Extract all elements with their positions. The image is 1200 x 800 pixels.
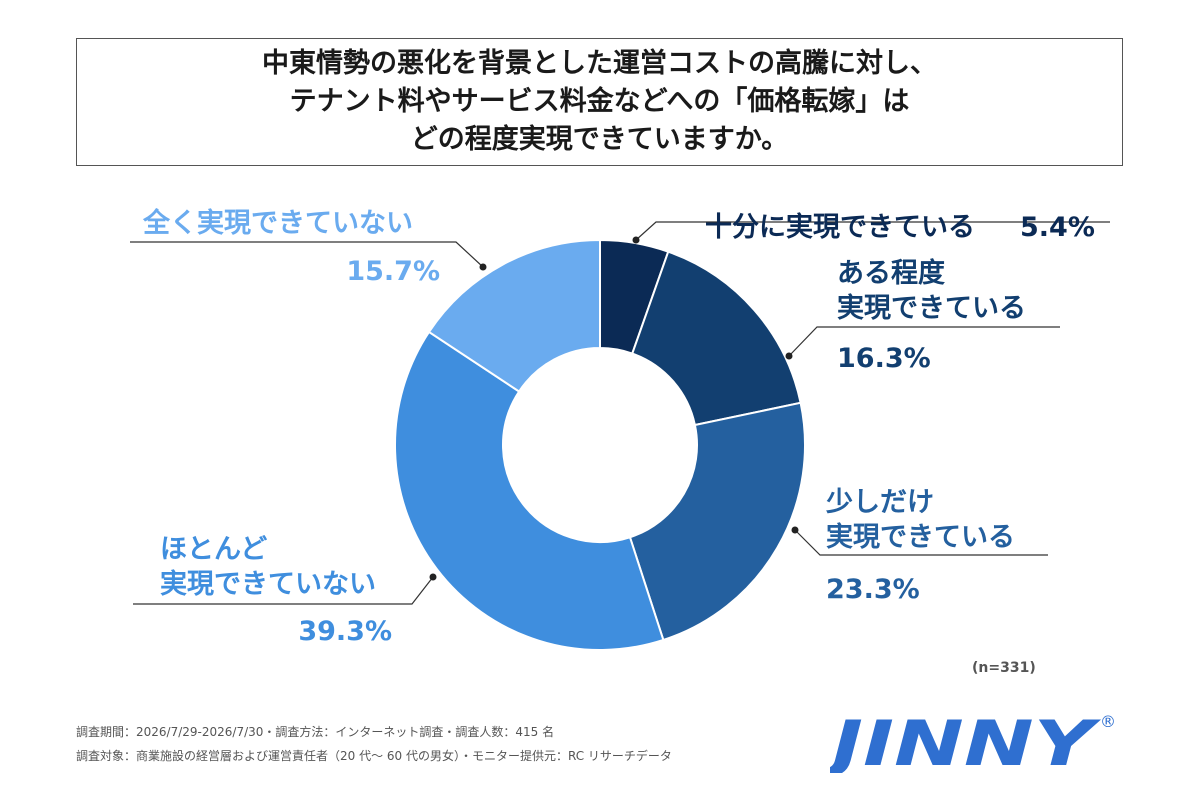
leader-line xyxy=(133,576,434,605)
title-line-1: 中東情勢の悪化を背景とした運営コストの高騰に対し、 xyxy=(262,48,937,79)
donut-slice xyxy=(427,238,601,393)
donut-slice xyxy=(628,401,806,642)
footer-survey-target: 調査対象：商業施設の経営層および運営責任者（20 代〜 60 代の男女）・モニタ… xyxy=(76,749,672,763)
slice-value-label: 23.3% xyxy=(826,574,920,605)
donut-slice xyxy=(394,330,665,651)
leader-dot xyxy=(785,352,793,360)
leader-line xyxy=(788,326,1060,357)
donut-slice xyxy=(631,250,802,427)
leader-line xyxy=(794,529,1048,556)
registered-mark: ® xyxy=(1100,712,1116,731)
slice-value-label: 5.4% xyxy=(1020,212,1095,243)
slice-value-label: 15.7% xyxy=(346,256,440,287)
sample-size-note: (n=331) xyxy=(972,660,1036,676)
footer-survey-period: 調査期間：2026/7/29-2026/7/30・調査方法：インターネット調査・… xyxy=(76,725,555,739)
jinny-logo: JINNY ® xyxy=(830,707,1116,773)
title-line-2: テナント料やサービス料金などへの「価格転嫁」は xyxy=(289,86,910,117)
leader-dot xyxy=(479,263,487,271)
slice-value-label: 39.3% xyxy=(298,616,392,647)
slice-label: 実現できていない xyxy=(160,568,376,600)
leader-line xyxy=(635,221,1110,241)
slice-label: 実現できている xyxy=(826,521,1015,553)
logo-wordmark: JINNY xyxy=(830,707,1102,773)
slice-label: 実現できている xyxy=(837,292,1026,324)
leader-line xyxy=(130,241,484,268)
chart-title: 中東情勢の悪化を背景とした運営コストの高騰に対し、 テナント料やサービス料金など… xyxy=(76,38,1123,166)
leader-dot xyxy=(632,236,640,244)
title-line-3: どの程度実現できていますか。 xyxy=(410,124,789,155)
slice-value-label: 16.3% xyxy=(837,343,931,374)
slice-label: 全く実現できていない xyxy=(142,207,413,239)
leader-dot xyxy=(791,526,799,534)
slice-label: 十分に実現できている xyxy=(705,211,975,243)
slice-label: 少しだけ xyxy=(826,487,934,518)
slice-label: ある程度 xyxy=(837,257,945,289)
leader-dot xyxy=(429,573,437,581)
slice-label: ほとんど xyxy=(160,534,267,565)
